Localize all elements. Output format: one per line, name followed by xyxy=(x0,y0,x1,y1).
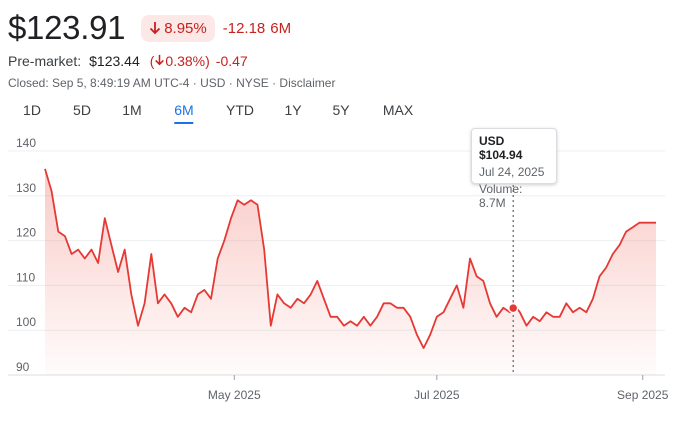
tab-1m[interactable]: 1M xyxy=(122,102,142,118)
tab-1d[interactable]: 1D xyxy=(23,102,41,118)
quote-header: $123.91 8.95% -12.18 6M xyxy=(8,6,291,50)
change-percent-badge: 8.95% xyxy=(141,14,215,42)
price-chart[interactable]: 140 130 120 110 100 90 May 2025 Jul 2025… xyxy=(0,130,687,410)
arrow-down-icon xyxy=(155,54,165,66)
y-axis: 140 130 120 110 100 90 xyxy=(16,136,36,374)
change-period: 6M xyxy=(270,19,292,37)
x-tick-label: May 2025 xyxy=(208,388,261,402)
price-area xyxy=(45,168,656,375)
hover-point xyxy=(507,302,519,314)
price-tooltip: USD $104.94 Jul 24, 2025 Volume: 8.7M xyxy=(471,128,557,210)
market-status: Closed: Sep 5, 8:49:19 AM UTC-4 · USD · … xyxy=(8,76,336,90)
range-tabs: 1D 5D 1M 6M YTD 1Y 5Y MAX xyxy=(0,100,687,126)
premarket-percent-value: 0.38% xyxy=(165,53,206,69)
tab-max[interactable]: MAX xyxy=(382,102,414,118)
tab-6m[interactable]: 6M xyxy=(174,102,194,124)
price-line xyxy=(44,168,656,349)
tooltip-volume: Volume: 8.7M xyxy=(479,182,523,210)
y-tick-label: 100 xyxy=(16,315,36,329)
premarket-paren-close: ) xyxy=(205,53,210,69)
x-axis: May 2025 Jul 2025 Sep 2025 xyxy=(208,375,669,402)
y-tick-label: 120 xyxy=(16,226,36,240)
tooltip-price: USD $104.94 xyxy=(479,134,523,162)
tab-ytd[interactable]: YTD xyxy=(226,102,254,118)
x-tick-label: Jul 2025 xyxy=(414,388,460,402)
tab-5y[interactable]: 5Y xyxy=(332,102,350,118)
premarket-percent: (0.38%) xyxy=(150,53,210,69)
premarket-price: $123.44 xyxy=(89,53,140,69)
premarket-row: Pre-market: $123.44 (0.38%) -0.47 xyxy=(8,53,248,69)
tooltip-date: Jul 24, 2025 xyxy=(479,165,545,179)
y-tick-label: 90 xyxy=(16,360,30,374)
current-price: $123.91 xyxy=(8,9,126,46)
arrow-down-icon xyxy=(150,22,161,35)
tab-5d[interactable]: 5D xyxy=(73,102,91,118)
tab-1y[interactable]: 1Y xyxy=(284,102,302,118)
y-tick-label: 110 xyxy=(16,270,35,284)
premarket-change: -0.47 xyxy=(215,53,248,69)
y-tick-label: 140 xyxy=(16,136,36,150)
premarket-paren-open: ( xyxy=(149,53,155,69)
y-tick-label: 130 xyxy=(16,181,36,195)
x-tick-label: Sep 2025 xyxy=(617,388,669,402)
change-percent: 8.95% xyxy=(164,19,207,37)
change-absolute: -12.18 xyxy=(222,19,266,37)
premarket-label: Pre-market: xyxy=(8,53,82,69)
